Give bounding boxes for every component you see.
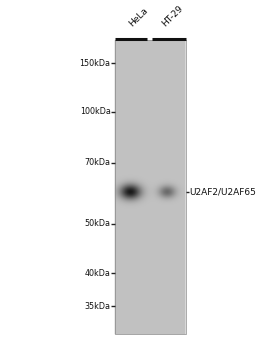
Text: 50kDa: 50kDa <box>85 219 111 229</box>
Text: 40kDa: 40kDa <box>85 268 111 278</box>
Text: 100kDa: 100kDa <box>80 107 111 117</box>
Text: U2AF2/U2AF65: U2AF2/U2AF65 <box>190 187 257 196</box>
Text: 150kDa: 150kDa <box>79 58 111 68</box>
Text: HeLa: HeLa <box>127 6 150 28</box>
Text: 70kDa: 70kDa <box>85 158 111 167</box>
Text: HT-29: HT-29 <box>160 4 185 28</box>
Bar <box>115 40 186 334</box>
Text: 35kDa: 35kDa <box>85 302 111 311</box>
